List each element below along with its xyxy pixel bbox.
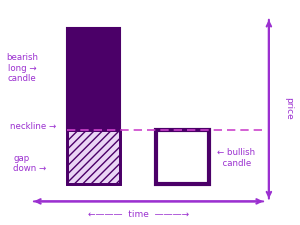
Bar [67, 130, 120, 184]
Text: gap
down →: gap down → [13, 154, 46, 173]
Text: bearish
long →
candle: bearish long → candle [6, 53, 38, 83]
Text: neckline →: neckline → [10, 122, 57, 131]
Bar [156, 130, 209, 184]
Text: ← bullish
  candle: ← bullish candle [217, 148, 255, 168]
Bar [67, 28, 120, 130]
Bar [67, 130, 120, 184]
Text: ←———  time  ———→: ←——— time ———→ [88, 210, 189, 219]
Text: price: price [284, 97, 293, 119]
